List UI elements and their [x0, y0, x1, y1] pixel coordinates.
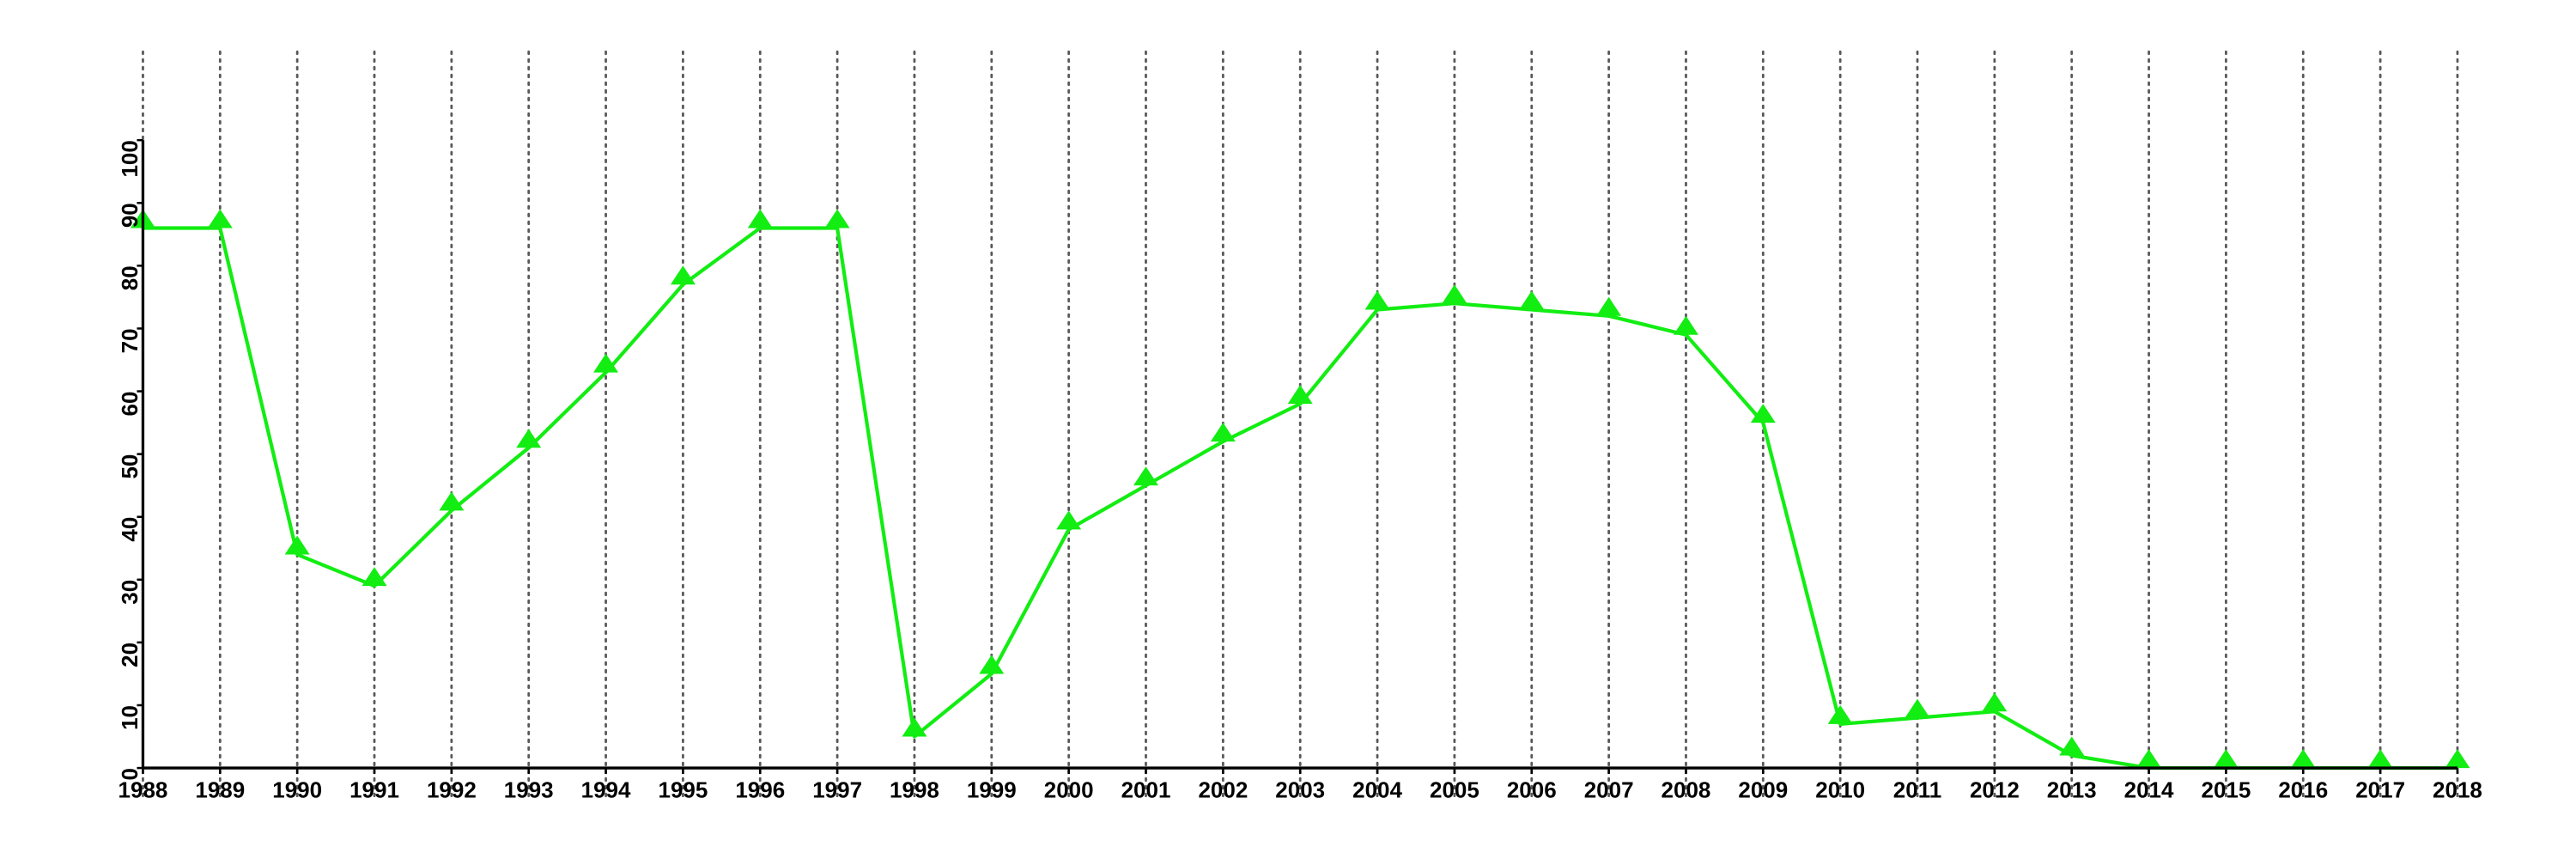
svg-text:2017: 2017 [2355, 777, 2405, 802]
svg-text:2010: 2010 [1815, 777, 1865, 802]
svg-text:2005: 2005 [1430, 777, 1479, 802]
svg-text:50: 50 [117, 454, 143, 479]
svg-text:2001: 2001 [1121, 777, 1171, 802]
svg-text:80: 80 [117, 265, 143, 290]
svg-text:1993: 1993 [504, 777, 554, 802]
svg-text:90: 90 [117, 203, 143, 228]
svg-text:2008: 2008 [1662, 777, 1711, 802]
svg-text:2011: 2011 [1893, 777, 1941, 802]
svg-text:70: 70 [117, 328, 143, 353]
svg-text:2006: 2006 [1507, 777, 1557, 802]
svg-text:100: 100 [117, 140, 143, 177]
svg-text:1999: 1999 [967, 777, 1017, 802]
svg-text:1991: 1991 [349, 777, 399, 802]
svg-text:2004: 2004 [1352, 777, 1402, 802]
svg-text:2007: 2007 [1584, 777, 1634, 802]
svg-text:2003: 2003 [1275, 777, 1325, 802]
svg-text:1992: 1992 [427, 777, 477, 802]
svg-text:1995: 1995 [658, 777, 708, 802]
svg-text:2013: 2013 [2047, 777, 2097, 802]
svg-text:2015: 2015 [2201, 777, 2251, 802]
svg-text:2012: 2012 [1970, 777, 2020, 802]
svg-text:1997: 1997 [812, 777, 862, 802]
svg-text:1994: 1994 [581, 777, 631, 802]
svg-text:1988: 1988 [118, 777, 168, 802]
svg-text:30: 30 [117, 580, 143, 605]
svg-text:1989: 1989 [195, 777, 245, 802]
svg-text:1998: 1998 [890, 777, 939, 802]
svg-text:2018: 2018 [2433, 777, 2482, 802]
svg-text:2002: 2002 [1198, 777, 1248, 802]
svg-text:1996: 1996 [735, 777, 785, 802]
svg-text:20: 20 [117, 643, 143, 667]
svg-text:2000: 2000 [1044, 777, 1094, 802]
svg-text:60: 60 [117, 392, 143, 417]
svg-text:2014: 2014 [2124, 777, 2174, 802]
svg-text:2009: 2009 [1738, 777, 1788, 802]
svg-text:40: 40 [117, 517, 143, 542]
svg-text:1990: 1990 [272, 777, 322, 802]
svg-text:10: 10 [117, 705, 143, 730]
svg-text:2016: 2016 [2278, 777, 2328, 802]
